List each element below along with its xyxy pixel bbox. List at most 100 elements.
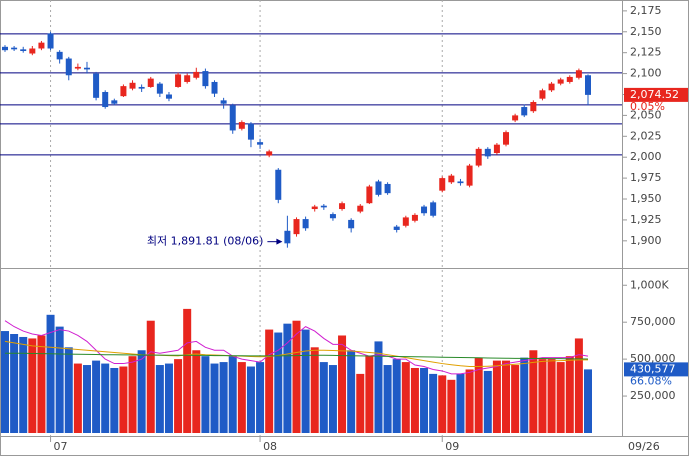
candle-body	[220, 100, 227, 104]
volume-bar	[383, 365, 392, 433]
candle-body	[266, 151, 273, 156]
volume-bar	[192, 350, 201, 433]
candle-body	[238, 122, 245, 129]
volume-bar	[511, 365, 520, 433]
volume-bar	[101, 363, 110, 433]
volume-bar	[283, 323, 292, 433]
volume-bar	[483, 370, 492, 433]
volume-bar	[73, 363, 82, 433]
candle-body	[311, 206, 318, 210]
candle-body	[539, 90, 546, 99]
volume-bar	[310, 347, 319, 433]
y-tick-label: 1,950	[630, 192, 662, 205]
volume-bar	[347, 350, 356, 433]
y-tick-label: 2,000	[630, 150, 662, 163]
candle-body	[102, 91, 109, 108]
candle-body	[120, 86, 127, 97]
volume-bar	[319, 362, 328, 433]
candle-body	[557, 79, 564, 84]
volume-bar	[356, 373, 365, 433]
candle-body	[156, 83, 163, 94]
volume-bar	[119, 366, 128, 433]
candle-body	[229, 105, 236, 131]
volume-bar	[574, 338, 583, 433]
y-tick-label: 1,975	[630, 171, 662, 184]
candle-body	[457, 181, 464, 184]
candle-body	[193, 71, 200, 78]
volume-bar	[246, 366, 255, 433]
y-tick-label: 2,125	[630, 46, 662, 59]
volume-bar	[183, 308, 192, 433]
x-tick-label: 09	[445, 440, 459, 453]
volume-bar	[155, 365, 164, 433]
candle-body	[348, 219, 355, 229]
volume-bar	[465, 369, 474, 433]
candle-body	[402, 217, 409, 226]
candle-body	[2, 46, 8, 51]
y-tick-label: 2,025	[630, 129, 662, 142]
volume-bar	[110, 367, 119, 433]
candle-body	[211, 81, 218, 94]
volume-bar	[338, 335, 347, 433]
candle-body	[111, 100, 118, 104]
candle-body	[448, 175, 455, 183]
last-volume-label: 430,577	[630, 362, 676, 375]
candle-body	[521, 107, 528, 116]
y-tick-label: 2,150	[630, 25, 662, 38]
candle-body	[320, 205, 327, 208]
volume-bar	[392, 359, 401, 433]
volume-bar	[301, 329, 310, 433]
candle-body	[29, 48, 36, 54]
y-tick-label: 2,175	[630, 4, 662, 17]
min-arrow-head	[276, 238, 283, 245]
volume-y-tick-label: 250,000	[630, 389, 676, 402]
volume-bar	[82, 365, 91, 433]
y-tick-label: 1,900	[630, 234, 662, 247]
volume-bar	[128, 356, 137, 433]
y-tick-label: 2,100	[630, 67, 662, 80]
candle-body	[74, 66, 81, 69]
candle-body	[575, 70, 582, 78]
volume-bar	[502, 360, 511, 433]
candle-body	[11, 47, 18, 50]
volume-bar	[401, 362, 410, 433]
x-tick-label: 07	[54, 440, 68, 453]
candle-body	[484, 148, 491, 157]
x-tick-label: 08	[263, 440, 277, 453]
min-annotation: 최저 1,891.81 (08/06)	[147, 235, 264, 248]
volume-bar	[174, 359, 183, 433]
volume-bar	[529, 350, 538, 433]
last-price-label: 2,074.52	[630, 88, 679, 101]
volume-bar	[228, 356, 237, 433]
candle-body	[293, 219, 300, 235]
volume-bar	[556, 362, 565, 433]
volume-bar	[201, 356, 210, 433]
volume-bar	[46, 314, 55, 433]
candle-body	[175, 74, 182, 87]
volume-bar	[256, 362, 265, 433]
volume-bar	[92, 360, 101, 433]
candle-body	[585, 75, 591, 95]
candle-body	[83, 67, 90, 70]
volume-bar	[438, 375, 447, 433]
volume-bar	[456, 373, 465, 433]
candle-body	[475, 148, 482, 166]
y-tick-label: 1,925	[630, 213, 662, 226]
volume-bar	[474, 357, 483, 433]
volume-bar	[1, 331, 9, 433]
candle-body	[339, 203, 346, 210]
volume-bar	[265, 329, 274, 433]
last-date-label: 09/26	[628, 440, 660, 453]
volume-bar	[520, 357, 529, 433]
volume-y-tick-label: 750,000	[630, 315, 676, 328]
last-volume-box	[624, 362, 688, 377]
candle-body	[138, 86, 145, 89]
volume-y-tick-label: 500,000	[630, 352, 676, 365]
y-tick-label: 2,050	[630, 108, 662, 121]
candle-body	[512, 115, 519, 121]
candle-body	[20, 49, 27, 52]
volume-bar	[584, 369, 592, 433]
candle-body	[247, 123, 254, 140]
volume-bar	[492, 360, 501, 433]
